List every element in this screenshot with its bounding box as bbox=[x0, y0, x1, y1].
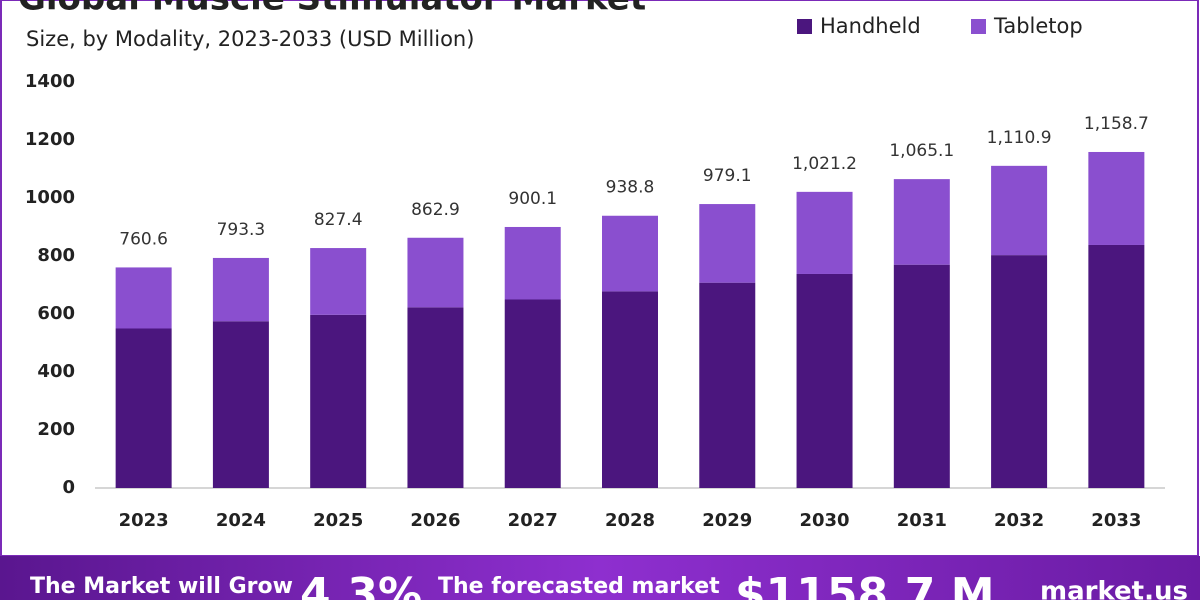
y-tick-label: 1200 bbox=[25, 129, 75, 150]
total-label: 1,021.2 bbox=[792, 154, 857, 174]
legend-label: Tabletop bbox=[993, 14, 1083, 38]
bar-segment bbox=[699, 204, 756, 283]
x-tick-label: 2029 bbox=[702, 510, 752, 531]
total-label: 900.1 bbox=[508, 189, 557, 209]
total-label: 938.8 bbox=[606, 178, 655, 198]
bar-segment bbox=[115, 267, 172, 329]
y-tick-label: 1000 bbox=[25, 187, 75, 208]
y-tick-label: 400 bbox=[37, 361, 75, 382]
legend-label: Handheld bbox=[820, 14, 921, 38]
bar-segment bbox=[310, 314, 367, 488]
x-tick-label: 2031 bbox=[897, 510, 947, 531]
footer-brand: market.us bbox=[1040, 577, 1188, 600]
y-tick-label: 800 bbox=[37, 245, 75, 266]
chart-subtitle: Size, by Modality, 2023-2033 (USD Millio… bbox=[26, 27, 474, 51]
bar-segment bbox=[991, 255, 1048, 488]
y-tick-label: 0 bbox=[62, 477, 75, 498]
bar-segment bbox=[602, 215, 658, 292]
total-label: 1,110.9 bbox=[987, 128, 1052, 148]
bar-segment bbox=[699, 282, 756, 488]
x-tick-label: 2032 bbox=[994, 510, 1044, 531]
legend: Handheld Tabletop bbox=[797, 14, 1083, 38]
total-label: 862.9 bbox=[411, 200, 460, 220]
footer-text: The forecasted market bbox=[438, 574, 720, 599]
bar-segment bbox=[407, 307, 464, 488]
bar-segment bbox=[407, 237, 464, 308]
bar-segment bbox=[504, 299, 561, 488]
bar-segment bbox=[893, 264, 950, 488]
legend-swatch bbox=[797, 19, 812, 34]
total-label: 827.4 bbox=[314, 210, 363, 230]
footer-cagr: 4.3% bbox=[300, 569, 422, 600]
bar-segment bbox=[310, 248, 367, 315]
x-tick-label: 2023 bbox=[119, 510, 169, 531]
total-label: 1,158.7 bbox=[1084, 114, 1149, 134]
bar-segment bbox=[796, 273, 853, 488]
bar-segment bbox=[504, 226, 561, 300]
bar-segment bbox=[1088, 151, 1145, 245]
bar-segment bbox=[602, 291, 658, 488]
x-tick-label: 2030 bbox=[799, 510, 849, 531]
total-label: 793.3 bbox=[217, 220, 266, 240]
bar-segment bbox=[115, 328, 172, 488]
total-label: 1,065.1 bbox=[889, 141, 954, 161]
footer-text: The Market will Grow bbox=[30, 574, 293, 599]
y-tick-label: 200 bbox=[37, 419, 75, 440]
bar-segment bbox=[212, 321, 269, 488]
x-tick-label: 2027 bbox=[508, 510, 558, 531]
x-tick-label: 2033 bbox=[1091, 510, 1141, 531]
bar-segment bbox=[212, 257, 269, 322]
bar-segment bbox=[1088, 244, 1145, 488]
total-label: 979.1 bbox=[703, 166, 752, 186]
x-tick-label: 2025 bbox=[313, 510, 363, 531]
bar-segment bbox=[991, 165, 1048, 256]
bar-segment bbox=[796, 191, 853, 274]
legend-swatch bbox=[971, 19, 986, 34]
x-tick-label: 2026 bbox=[410, 510, 460, 531]
footer-banner bbox=[0, 556, 1200, 600]
bar-segment bbox=[893, 179, 950, 265]
footer-value: $1158.7 M bbox=[735, 569, 995, 600]
chart-title: Global Muscle Stimulator Market bbox=[18, 0, 646, 19]
x-tick-label: 2028 bbox=[605, 510, 655, 531]
y-tick-label: 600 bbox=[37, 303, 75, 324]
total-label: 760.6 bbox=[119, 229, 168, 249]
x-tick-label: 2024 bbox=[216, 510, 266, 531]
y-tick-label: 1400 bbox=[25, 71, 75, 92]
